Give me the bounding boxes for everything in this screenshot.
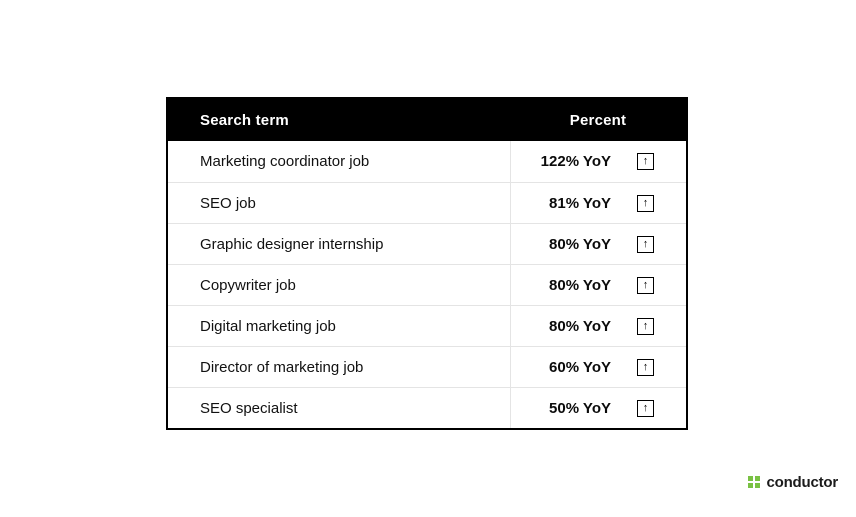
up-arrow-icon: ↑ <box>637 153 654 170</box>
percent-cell: 80% YoY ↑ <box>510 224 686 264</box>
percent-value: 60% YoY <box>549 358 611 376</box>
percent-cell: 81% YoY ↑ <box>510 183 686 223</box>
percent-cell: 60% YoY ↑ <box>510 347 686 387</box>
search-term-cell: Digital marketing job <box>200 317 336 335</box>
percent-cell: 80% YoY ↑ <box>510 265 686 305</box>
table-row: SEO specialist 50% YoY ↑ <box>168 387 686 428</box>
up-arrow-icon: ↑ <box>637 317 654 335</box>
up-arrow-icon: ↑ <box>637 399 654 417</box>
search-term-cell: SEO specialist <box>200 399 298 417</box>
search-term-cell: SEO job <box>200 194 256 212</box>
conductor-logo-text: conductor <box>766 474 838 491</box>
percent-value: 80% YoY <box>549 317 611 335</box>
header-percent: Percent <box>569 111 627 129</box>
table-row: Copywriter job 80% YoY ↑ <box>168 264 686 305</box>
up-arrow-icon: ↑ <box>637 276 654 294</box>
search-term-cell: Director of marketing job <box>200 358 364 376</box>
table-row: Graphic designer internship 80% YoY ↑ <box>168 223 686 264</box>
percent-cell: 50% YoY ↑ <box>510 388 686 428</box>
table-row: SEO job 81% YoY ↑ <box>168 182 686 223</box>
conductor-logo: conductor <box>748 474 838 491</box>
percent-value: 81% YoY <box>549 194 611 212</box>
percent-cell: 80% YoY ↑ <box>510 306 686 346</box>
percent-value: 50% YoY <box>549 399 611 417</box>
header-search-term: Search term <box>200 111 289 129</box>
percent-value: 122% YoY <box>540 153 611 170</box>
table-header-row: Search term Percent <box>168 99 686 141</box>
percent-cell: 122% YoY ↑ <box>510 141 686 182</box>
search-term-table: Search term Percent Marketing coordinato… <box>166 97 688 430</box>
percent-value: 80% YoY <box>549 276 611 294</box>
table-row: Digital marketing job 80% YoY ↑ <box>168 305 686 346</box>
search-term-cell: Copywriter job <box>200 276 296 294</box>
table-row: Director of marketing job 60% YoY ↑ <box>168 346 686 387</box>
table-row: Marketing coordinator job 122% YoY ↑ <box>168 141 686 182</box>
search-term-cell: Graphic designer internship <box>200 235 384 253</box>
table-body: Marketing coordinator job 122% YoY ↑ SEO… <box>168 141 686 428</box>
up-arrow-icon: ↑ <box>637 235 654 253</box>
up-arrow-icon: ↑ <box>637 358 654 376</box>
percent-value: 80% YoY <box>549 235 611 253</box>
conductor-logo-mark-icon <box>748 476 761 489</box>
search-term-cell: Marketing coordinator job <box>200 153 370 170</box>
up-arrow-icon: ↑ <box>637 194 654 212</box>
